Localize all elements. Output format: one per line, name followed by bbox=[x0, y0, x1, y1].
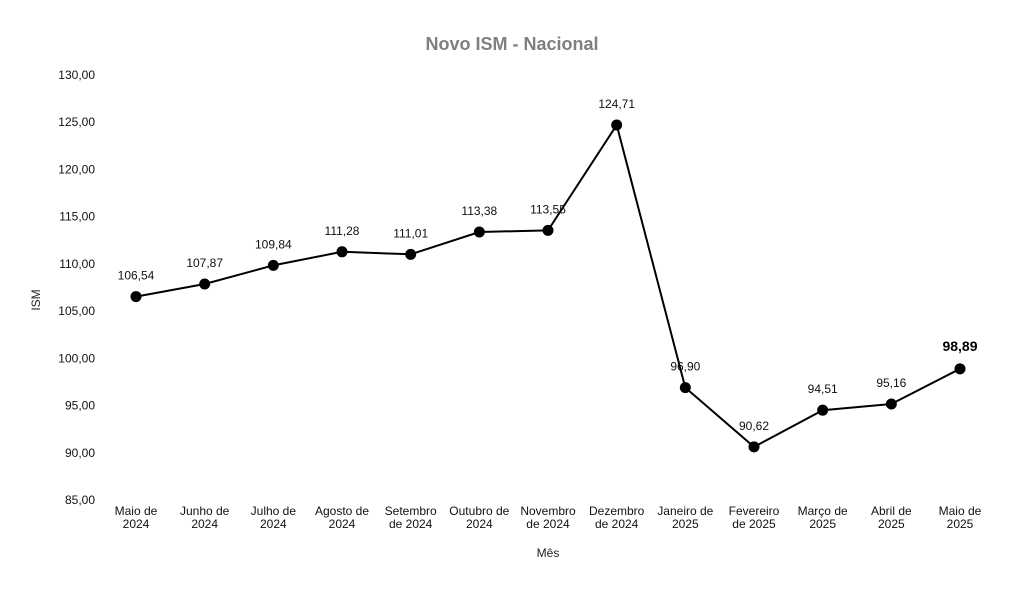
data-label: 109,84 bbox=[255, 237, 292, 251]
data-point bbox=[267, 259, 279, 271]
x-tick-label: Novembro de 2024 bbox=[520, 504, 576, 531]
data-point bbox=[748, 441, 760, 453]
y-tick-label: 130,00 bbox=[58, 68, 95, 82]
data-point bbox=[817, 404, 829, 416]
data-point bbox=[542, 224, 554, 236]
data-label: 95,16 bbox=[876, 376, 906, 390]
series-ism bbox=[130, 119, 966, 453]
y-tick-label: 100,00 bbox=[58, 351, 95, 365]
data-point bbox=[679, 382, 691, 394]
x-tick-label: Agosto de 2024 bbox=[315, 504, 369, 531]
data-label: 111,28 bbox=[325, 224, 360, 238]
data-point bbox=[130, 291, 142, 303]
y-tick-label: 105,00 bbox=[58, 304, 95, 318]
data-label: 113,55 bbox=[530, 202, 566, 216]
y-axis-label: ISM bbox=[29, 289, 43, 310]
chart-title: Novo ISM - Nacional bbox=[425, 34, 598, 54]
x-tick-label: Dezembro de 2024 bbox=[589, 504, 645, 531]
data-label: 96,90 bbox=[670, 360, 700, 374]
data-point bbox=[199, 278, 211, 290]
x-tick-label: Maio de 2025 bbox=[939, 504, 982, 531]
x-axis-ticks: Maio de 2024 Junho de 2024 Julho de 2024 Agost… bbox=[115, 504, 982, 531]
y-tick-label: 90,00 bbox=[65, 446, 95, 460]
y-tick-label: 120,00 bbox=[58, 162, 95, 176]
data-point bbox=[954, 363, 966, 375]
x-tick-label: Março de 2025 bbox=[798, 504, 848, 531]
y-tick-label: 85,00 bbox=[65, 493, 95, 507]
data-label: 98,89 bbox=[942, 338, 977, 354]
x-tick-label: Janeiro de 2025 bbox=[657, 504, 713, 531]
x-tick-label: Julho de 2024 bbox=[251, 504, 297, 531]
x-tick-label: Fevereiro de 2025 bbox=[729, 504, 780, 531]
y-tick-label: 115,00 bbox=[59, 210, 95, 224]
y-axis-ticks: 85,00 90,00 95,00 100,00 105,00 110,00 115,00 1… bbox=[58, 68, 95, 507]
y-tick-label: 125,00 bbox=[58, 115, 95, 129]
data-label: 111,01 bbox=[393, 226, 428, 240]
data-point bbox=[885, 398, 897, 410]
y-tick-label: 95,00 bbox=[65, 399, 95, 413]
series-line bbox=[135, 122, 961, 449]
data-label: 124,71 bbox=[598, 97, 635, 111]
x-tick-label: Setembro de 2024 bbox=[385, 504, 437, 531]
x-tick-label: Junho de 2024 bbox=[180, 504, 230, 531]
x-axis-label: Mês bbox=[537, 546, 560, 560]
data-label: 90,62 bbox=[739, 419, 769, 433]
data-labels: 106,54 107,87 109,84 111,28 111,01 113,38 113,… bbox=[118, 97, 978, 433]
data-point bbox=[611, 119, 623, 131]
data-label: 107,87 bbox=[186, 256, 223, 270]
data-point bbox=[473, 226, 485, 238]
data-label: 113,38 bbox=[461, 204, 497, 218]
data-point bbox=[405, 248, 417, 260]
data-label: 106,54 bbox=[118, 269, 155, 283]
data-point bbox=[336, 246, 348, 258]
data-label: 94,51 bbox=[808, 382, 838, 396]
x-tick-label: Maio de 2024 bbox=[115, 504, 158, 531]
y-tick-label: 110,00 bbox=[59, 257, 95, 271]
x-tick-label: Outubro de 2024 bbox=[449, 504, 509, 531]
x-tick-label: Abril de 2025 bbox=[871, 504, 912, 531]
